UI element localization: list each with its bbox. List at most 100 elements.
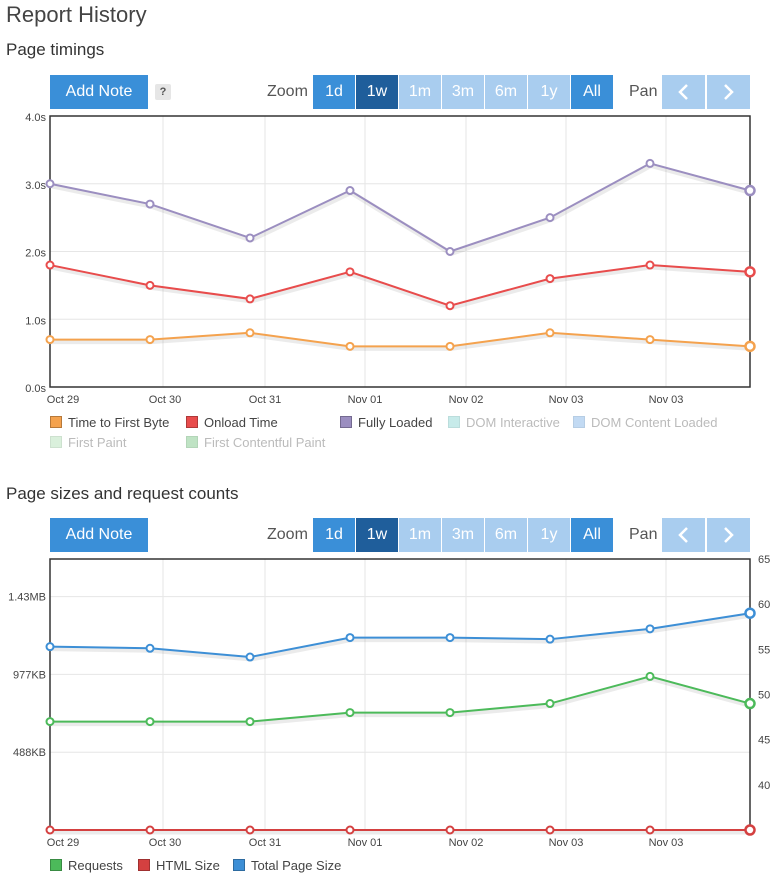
- help-icon[interactable]: ?: [155, 84, 171, 100]
- legend-label: DOM Interactive: [466, 415, 560, 430]
- legend-swatch: [573, 416, 585, 428]
- data-point: [245, 652, 255, 662]
- data-point: [245, 717, 255, 727]
- zoom-all-button[interactable]: All: [571, 75, 613, 109]
- zoom-3m-button[interactable]: 3m: [442, 518, 484, 552]
- legend-swatch: [448, 416, 460, 428]
- chevron-left-icon: [678, 84, 688, 100]
- data-point: [345, 825, 355, 835]
- series-shadow: [51, 332, 752, 351]
- y-right-tick-label: 40: [758, 780, 770, 792]
- chevron-right-icon: [724, 527, 734, 543]
- data-point: [245, 294, 255, 304]
- data-point: [345, 341, 355, 351]
- zoom-1y-button[interactable]: 1y: [528, 518, 570, 552]
- legend-item[interactable]: Requests: [50, 858, 123, 873]
- x-tick-label: Nov 03: [549, 837, 584, 849]
- legend-swatch: [138, 859, 150, 871]
- x-tick-label: Oct 29: [47, 837, 79, 849]
- data-point: [345, 708, 355, 718]
- data-point: [545, 634, 555, 644]
- series-requests: [45, 671, 756, 727]
- legend-swatch: [340, 416, 352, 428]
- data-point: [545, 825, 555, 835]
- x-tick-label: Nov 02: [449, 837, 484, 849]
- data-point: [445, 247, 455, 256]
- zoom-1w-button[interactable]: 1w: [356, 518, 398, 552]
- x-tick-label: Oct 31: [249, 394, 281, 406]
- y-left-tick-label: 977KB: [13, 669, 46, 681]
- legend-item[interactable]: First Paint: [50, 435, 127, 450]
- data-point: [744, 266, 756, 278]
- legend-item[interactable]: First Contentful Paint: [186, 435, 325, 450]
- legend-swatch: [50, 859, 62, 871]
- x-tick-label: Nov 03: [549, 394, 584, 406]
- data-point: [145, 643, 155, 653]
- data-point: [45, 260, 55, 270]
- series-line: [49, 162, 751, 253]
- zoom-1y-button[interactable]: 1y: [528, 75, 570, 109]
- pan-left-button[interactable]: [662, 518, 705, 552]
- legend-item[interactable]: Fully Loaded: [340, 415, 432, 430]
- plot-area: [50, 559, 750, 830]
- add-note-button[interactable]: Add Note: [50, 518, 148, 552]
- legend-label: Fully Loaded: [358, 415, 433, 430]
- series-shadow: [50, 162, 752, 257]
- zoom-1d-button[interactable]: 1d: [313, 75, 355, 109]
- legend-item[interactable]: Onload Time: [186, 415, 278, 430]
- data-point: [744, 340, 756, 353]
- legend-item[interactable]: DOM Content Loaded: [573, 415, 717, 430]
- zoom-label: Zoom: [267, 83, 308, 100]
- pan-left-button[interactable]: [662, 75, 705, 109]
- legend-label: First Contentful Paint: [204, 435, 326, 450]
- data-point: [145, 825, 155, 835]
- series-line: [49, 264, 751, 307]
- data-point: [45, 179, 55, 189]
- data-point: [744, 824, 756, 836]
- y-right-tick-label: 60: [758, 599, 770, 611]
- x-tick-label: Nov 03: [649, 837, 684, 849]
- section-title-timings: Page timings: [6, 40, 105, 59]
- series-line: [50, 675, 751, 723]
- zoom-1m-button[interactable]: 1m: [399, 75, 441, 109]
- x-tick-label: Oct 30: [149, 837, 181, 849]
- data-point: [445, 301, 455, 311]
- series-shadow: [50, 612, 752, 662]
- zoom-1w-button[interactable]: 1w: [356, 75, 398, 109]
- data-point: [345, 267, 355, 277]
- zoom-all-button[interactable]: All: [571, 518, 613, 552]
- data-point: [345, 633, 355, 643]
- pan-right-button[interactable]: [707, 75, 750, 109]
- zoom-6m-button[interactable]: 6m: [485, 75, 527, 109]
- series-html-size: [45, 824, 756, 836]
- y-right-tick-label: 55: [758, 644, 770, 656]
- x-tick-label: Oct 29: [47, 394, 79, 406]
- legend-item[interactable]: Time to First Byte: [50, 415, 169, 430]
- zoom-1m-button[interactable]: 1m: [399, 518, 441, 552]
- data-point: [445, 341, 455, 351]
- legend-item[interactable]: DOM Interactive: [448, 415, 560, 430]
- y-right-tick-label: 45: [758, 735, 770, 747]
- y-tick-label: 4.0s: [25, 112, 46, 124]
- y-left-tick-label: 1.43MB: [8, 592, 46, 604]
- pan-right-button[interactable]: [707, 518, 750, 552]
- zoom-6m-button[interactable]: 6m: [485, 518, 527, 552]
- y-tick-label: 0.0s: [25, 383, 46, 395]
- zoom-1d-button[interactable]: 1d: [313, 518, 355, 552]
- zoom-3m-button[interactable]: 3m: [442, 75, 484, 109]
- y-tick-label: 2.0s: [25, 248, 46, 260]
- page-timings-chart: 0.0s 1.0s 2.0s 3.0s 4.0s Oct 29 Oct 30 Oct 31 No…: [25, 112, 756, 406]
- data-point: [245, 233, 255, 243]
- legend-label: Onload Time: [204, 415, 278, 430]
- data-point: [45, 335, 55, 345]
- legend-item[interactable]: HTML Size: [138, 858, 220, 873]
- legend-label: Requests: [68, 858, 123, 873]
- data-point: [645, 624, 655, 634]
- chevron-right-icon: [724, 84, 734, 100]
- series-line: [49, 612, 751, 659]
- add-note-button[interactable]: Add Note: [50, 75, 148, 109]
- y-right-tick-label: 50: [758, 690, 770, 702]
- legend-item[interactable]: Total Page Size: [233, 858, 341, 873]
- chevron-left-icon: [678, 527, 688, 543]
- data-point: [145, 717, 155, 727]
